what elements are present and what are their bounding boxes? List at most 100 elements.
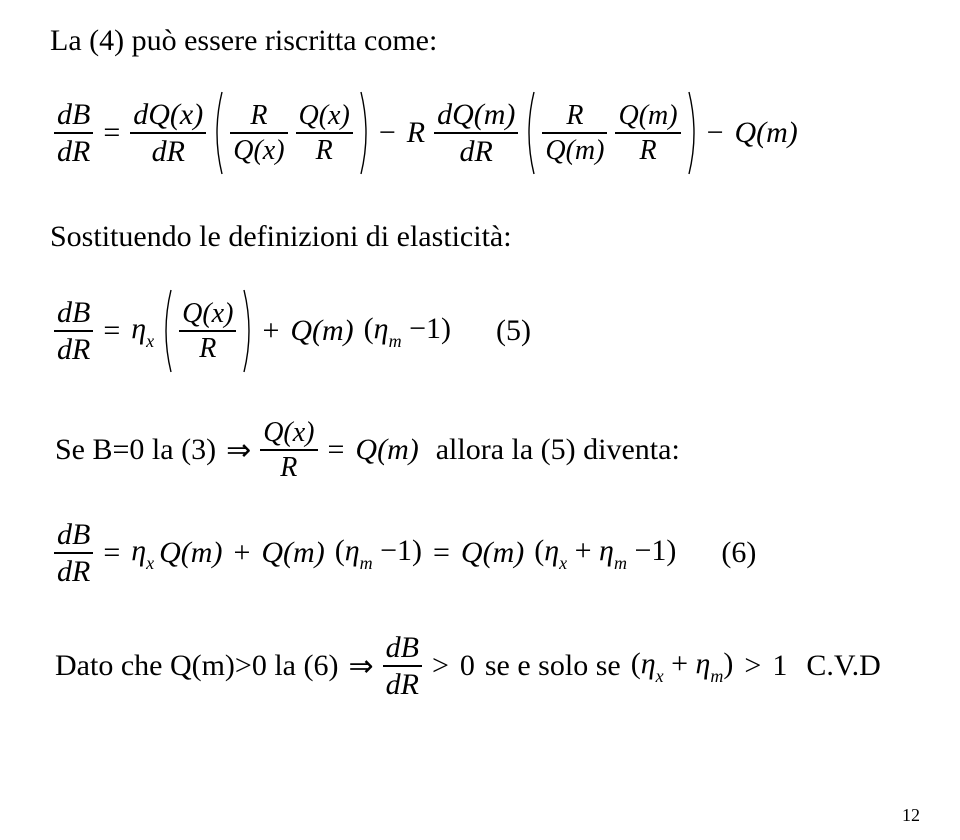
eta-subscript-m: m <box>710 666 723 686</box>
eta-symbol: η <box>599 534 614 567</box>
eta-x: ηx <box>126 312 159 350</box>
Qm-symbol: Q(m) <box>729 116 802 150</box>
frac-R-over-Qm: R Q(m) <box>542 101 607 166</box>
Qm-symbol: Q(m) <box>256 536 329 570</box>
document-page: La (4) può essere riscritta come: dB dR … <box>0 0 960 840</box>
if-b0-line: Se B=0 la (3) ⇒ Q(x) R = Q(m) allora la … <box>50 418 910 483</box>
one-symbol: 1 <box>397 534 412 567</box>
fraction-bar <box>179 330 236 332</box>
plus-op: + <box>671 647 688 680</box>
dato-che-line: Dato che Q(m)>0 la (6) ⇒ dB dR > 0 se e … <box>50 632 910 701</box>
eta-subscript-x: x <box>146 331 154 351</box>
one-symbol: 1 <box>651 534 666 567</box>
gt-op: > <box>426 649 455 683</box>
left-paren-icon <box>159 288 175 374</box>
Qm-symbol: Q(m) <box>456 536 529 570</box>
paren-group-2: R Q(m) Q(m) R <box>522 90 700 176</box>
fraction-bar <box>542 132 607 134</box>
numerator: dQ(x) <box>130 99 206 131</box>
fraction-bar <box>54 330 93 332</box>
right-paren-icon <box>240 288 256 374</box>
eta-subscript-x: x <box>146 553 154 573</box>
numerator: dB <box>54 297 93 329</box>
frac-Qx-over-R: Q(x) R <box>260 418 317 483</box>
fraction-bar <box>383 665 422 667</box>
eta-symbol: η <box>696 647 711 680</box>
numerator: Q(x) <box>260 418 317 447</box>
eta-x-plus-eta-m-minus-1: (ηx + ηm −1) <box>529 534 681 572</box>
denominator: R <box>277 453 300 482</box>
zero-symbol: 0 <box>455 649 480 683</box>
fraction-bar <box>230 132 287 134</box>
denominator: Q(m) <box>542 136 607 165</box>
denominator: R <box>636 136 659 165</box>
intro-line: La (4) può essere riscritta come: <box>50 24 910 58</box>
eta-x-plus-eta-m: (ηx + ηm) <box>626 647 739 685</box>
eta-symbol: η <box>345 534 360 567</box>
minus-op: − <box>373 116 402 150</box>
allora-text: allora la (5) diventa: <box>424 433 685 467</box>
Qm-symbol: Q(m) <box>285 314 358 348</box>
denominator: R <box>196 334 219 363</box>
left-paren-icon <box>522 90 538 176</box>
denominator: dR <box>54 136 93 168</box>
fraction-bar <box>54 132 93 134</box>
minus-op: − <box>409 312 426 345</box>
equals: = <box>97 314 126 348</box>
eta-x: ηx <box>126 534 159 572</box>
eta-m-minus-1: (ηm −1) <box>330 534 427 572</box>
R-symbol: R <box>402 116 430 150</box>
arrow-symbol: ⇒ <box>221 433 256 468</box>
right-paren-icon <box>685 90 701 176</box>
eta-subscript-m: m <box>360 553 373 573</box>
minus-op: − <box>701 116 730 150</box>
fraction-bar <box>296 132 353 134</box>
numerator: dQ(m) <box>434 99 518 131</box>
numerator: Q(x) <box>296 101 353 130</box>
eta-symbol: η <box>374 312 389 345</box>
frac-dB-dR: dB dR <box>54 297 93 366</box>
eta-subscript-x: x <box>656 666 664 686</box>
denominator: R <box>313 136 336 165</box>
fraction-bar <box>615 132 680 134</box>
numerator: dB <box>383 632 422 664</box>
Qm-symbol: Q(m) <box>159 536 227 570</box>
fraction-bar <box>260 449 317 451</box>
right-paren-icon <box>357 90 373 176</box>
numerator: dB <box>54 519 93 551</box>
equation-6: dB dR = ηx Q(m) + Q(m) (ηm −1) = Q(m) (η… <box>50 519 910 588</box>
Qm-symbol: Q(m) <box>350 433 423 467</box>
denominator: dR <box>54 334 93 366</box>
frac-dB-dR: dB dR <box>54 519 93 588</box>
numerator: dB <box>54 99 93 131</box>
frac-Qx-over-R: Q(x) R <box>179 299 236 364</box>
frac-Qx-over-R: Q(x) R <box>296 101 353 166</box>
eta-subscript-m: m <box>614 553 627 573</box>
frac-dB-dR: dB dR <box>54 99 93 168</box>
if-b0-prefix: Se B=0 la (3) <box>50 433 221 467</box>
equals: = <box>97 116 126 150</box>
sse-text: se e solo se <box>480 649 626 683</box>
denominator: dR <box>54 556 93 588</box>
eta-subscript-m: m <box>389 331 402 351</box>
paren-group-1: R Q(x) Q(x) R <box>210 90 373 176</box>
eta-m-minus-1: (ηm −1) <box>359 312 456 350</box>
frac-dQx-dR: dQ(x) dR <box>130 99 206 168</box>
arrow-symbol: ⇒ <box>343 649 378 684</box>
denominator: dR <box>149 136 188 168</box>
equals: = <box>97 536 126 570</box>
equals: = <box>427 536 456 570</box>
equation-4-rewritten: dB dR = dQ(x) dR R Q(x) Q(x) R − R <box>50 90 910 176</box>
numerator: R <box>247 101 270 130</box>
frac-R-over-Qx: R Q(x) <box>230 101 287 166</box>
eta-symbol: η <box>131 534 146 567</box>
numerator: Q(x) <box>179 299 236 328</box>
eta-symbol: η <box>131 312 146 345</box>
equation-tag-6: (6) <box>721 536 756 570</box>
numerator: R <box>563 101 586 130</box>
eta-symbol: η <box>641 647 656 680</box>
denominator: dR <box>457 136 496 168</box>
plus-op: + <box>575 534 592 567</box>
paren-group-Qx-over-R: Q(x) R <box>159 288 256 374</box>
equals: = <box>322 433 351 467</box>
